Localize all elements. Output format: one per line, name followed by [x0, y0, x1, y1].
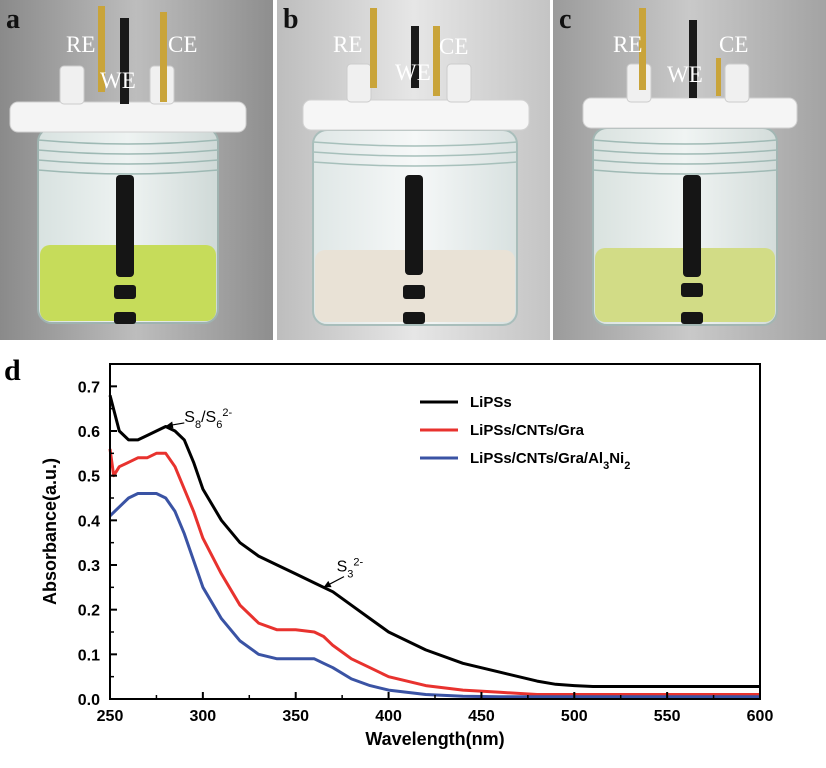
x-tick-label: 250 [97, 708, 124, 725]
annotation-arrowhead [323, 580, 332, 588]
panel-letter-c: c [559, 4, 572, 35]
y-tick-label: 0.5 [78, 469, 100, 486]
x-axis-title: Wavelength(nm) [365, 729, 504, 749]
photo-panel-a: RE WE CE a [0, 0, 273, 340]
counter-electrode [160, 12, 167, 102]
y-tick-label: 0.2 [78, 603, 100, 620]
x-tick-label: 400 [375, 708, 402, 725]
x-tick-label: 300 [190, 708, 217, 725]
x-tick-label: 350 [282, 708, 309, 725]
legend: LiPSs LiPSs/CNTs/Gra LiPSs/CNTs/Gra/Al3Ni2 [420, 394, 630, 472]
series-line-0 [108, 394, 760, 688]
y-tick-label: 0.6 [78, 424, 100, 441]
photo-panel-c: RE WE CE c [553, 0, 826, 340]
absorbance-chart: d 250 300 350 400 450 500 550 600 0.0 0.1 0.2 0.3 0.… [4, 354, 774, 749]
ce-label: CE [439, 34, 468, 59]
legend-label: LiPSs/CNTs/Gra/Al3Ni2 [470, 450, 630, 472]
solution [40, 245, 216, 321]
photo-panel-b: RE WE CE b [277, 0, 550, 340]
cell-lid [302, 99, 530, 131]
absorbance-chart-panel: d 250 300 350 400 450 500 550 600 0.0 0.1 0.2 0.3 0.… [0, 344, 826, 768]
ce-label: CE [719, 32, 748, 57]
reference-electrode [98, 6, 105, 92]
cell-lid [9, 101, 247, 133]
re-label: RE [66, 32, 95, 57]
panel-letter-d: d [4, 354, 21, 387]
counter-electrode [433, 26, 440, 96]
panel-letter-a: a [6, 4, 20, 35]
we-label: WE [395, 60, 431, 85]
series-line-2 [108, 492, 760, 699]
annotation-s8s6: S8/S62- [184, 407, 232, 431]
working-electrode [120, 18, 129, 104]
x-tick-label: 500 [561, 708, 588, 725]
y-tick-label: 0.0 [78, 692, 100, 709]
y-tick-label: 0.3 [78, 558, 100, 575]
y-tick-label: 0.4 [78, 513, 100, 530]
annotation-arrowhead [165, 421, 174, 429]
re-label: RE [333, 32, 362, 57]
re-label: RE [613, 32, 642, 57]
we-label: WE [667, 62, 703, 87]
electrochemical-cell-photo-b: RE WE CE [277, 0, 550, 340]
panel-letter-b: b [283, 4, 299, 35]
y-axis-title: Absorbance(a.u.) [40, 458, 60, 605]
reference-electrode [639, 8, 646, 90]
reference-electrode [370, 8, 377, 88]
y-tick-label: 0.7 [78, 379, 100, 396]
series-line-1 [108, 448, 760, 696]
x-tick-label: 600 [747, 708, 774, 725]
ce-label: CE [168, 32, 197, 57]
x-tick-label: 550 [654, 708, 681, 725]
legend-label: LiPSs [470, 394, 512, 411]
legend-label: LiPSs/CNTs/Gra [470, 422, 585, 439]
x-tick-label: 450 [468, 708, 495, 725]
electrochemical-cell-photo-a: RE WE CE [0, 0, 273, 340]
y-tick-label: 0.1 [78, 647, 100, 664]
we-label: WE [100, 68, 136, 93]
annotation-s3: S32- [337, 557, 364, 581]
counter-electrode [716, 58, 721, 96]
cell-lid [582, 97, 798, 129]
working-electrode [689, 20, 697, 98]
working-electrode [411, 26, 419, 88]
electrochemical-cell-photo-c: RE WE CE [553, 0, 826, 340]
